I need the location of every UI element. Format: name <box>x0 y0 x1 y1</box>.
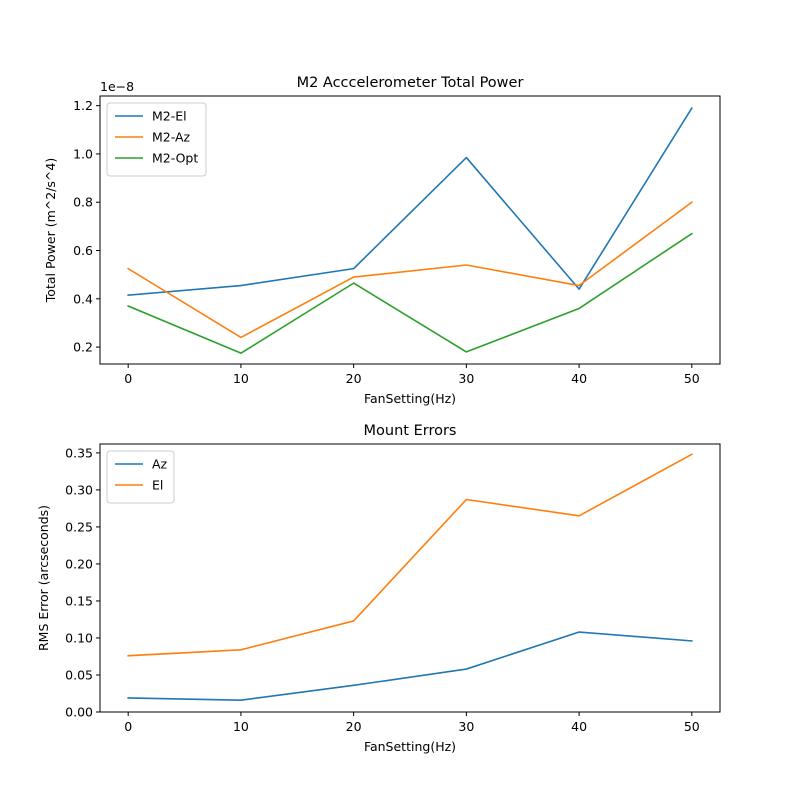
series-line-az <box>127 631 693 701</box>
x-axis-label: FanSetting(Hz) <box>364 391 456 406</box>
chart-1: 0 10 20 30 40 50 0.2 0.4 0.6 0.8 1.0 1.2 M2 Accceler… <box>43 75 721 406</box>
y-tick-label: 0.4 <box>73 291 93 306</box>
x-tick-label: 0 <box>124 371 132 386</box>
x-tick-label: 50 <box>684 371 700 386</box>
y-tick-label: 0.8 <box>73 195 93 210</box>
series-line-m2-el <box>127 106 693 297</box>
x-tick-label: 10 <box>233 719 249 734</box>
series-line-el <box>127 453 693 657</box>
legend-label-m2-az: M2-Az <box>152 130 191 145</box>
chart-2: 0 10 20 30 40 50 0.00 0.05 0.10 0.15 0.20 0.25 0.30 0… <box>36 423 721 754</box>
legend: M2-El M2-Az M2-Opt <box>106 102 207 177</box>
y-tick-label: 0.35 <box>65 445 93 460</box>
y-tick-label: 1.0 <box>73 146 93 161</box>
x-tick-label: 40 <box>571 371 587 386</box>
legend-label-m2-el: M2-El <box>152 109 187 124</box>
x-tick-label: 20 <box>346 371 362 386</box>
x-tick-label: 50 <box>684 719 700 734</box>
y-tick-label: 0.2 <box>73 340 93 355</box>
x-tick-label: 0 <box>124 719 132 734</box>
chart-title: M2 Acccelerometer Total Power <box>297 75 524 91</box>
y-tick-label: 0.15 <box>65 593 93 608</box>
series-line-m2-opt <box>127 232 693 354</box>
legend-label-m2-opt: M2-Opt <box>152 151 198 166</box>
y-axis-label: RMS Error (arcseconds) <box>36 505 51 651</box>
x-tick-label: 10 <box>233 371 249 386</box>
legend: Az El <box>106 450 175 504</box>
plot-frame <box>99 443 721 713</box>
series-line-m2-az <box>127 201 693 339</box>
legend-label-az: Az <box>152 457 168 472</box>
plot-frame <box>99 95 721 365</box>
y-tick-label: 1.2 <box>73 98 93 113</box>
x-axis-label: FanSetting(Hz) <box>364 739 456 754</box>
x-tick-label: 30 <box>458 371 474 386</box>
y-tick-label: 0.30 <box>65 482 93 497</box>
x-tick-label: 30 <box>458 719 474 734</box>
y-tick-label: 0.05 <box>65 667 93 682</box>
legend-label-el: El <box>152 478 163 493</box>
chart-title: Mount Errors <box>364 423 457 439</box>
x-tick-label: 20 <box>346 719 362 734</box>
y-tick-label: 0.10 <box>65 630 93 645</box>
y-tick-label: 0.25 <box>65 519 93 534</box>
y-tick-label: 0.20 <box>65 556 93 571</box>
y-offset-text: 1e−8 <box>100 79 134 94</box>
y-tick-label: 0.00 <box>65 705 93 720</box>
x-tick-label: 40 <box>571 719 587 734</box>
y-axis-label: Total Power (m^2/s^4) <box>43 158 58 303</box>
y-tick-label: 0.6 <box>73 243 93 258</box>
